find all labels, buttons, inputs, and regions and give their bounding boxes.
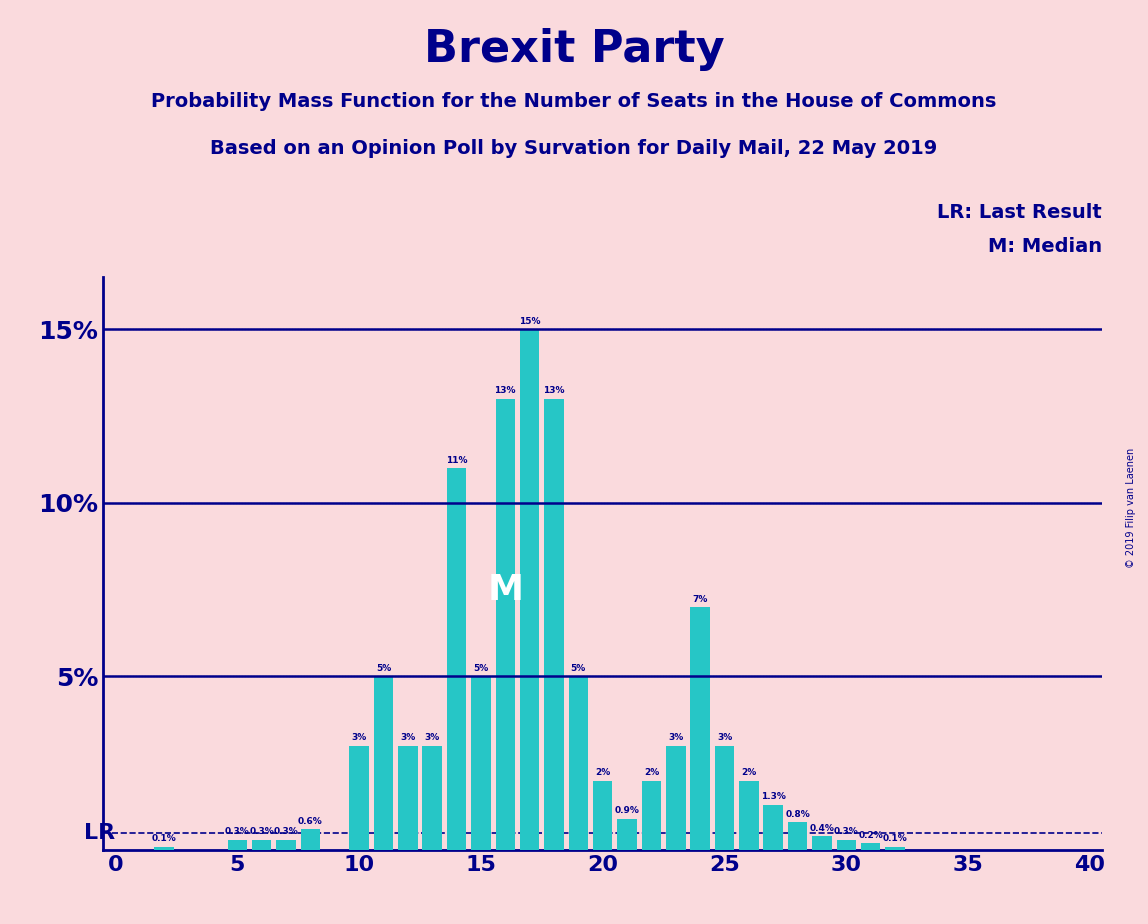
Text: LR: LR [84, 822, 115, 843]
Text: 3%: 3% [425, 734, 440, 743]
Bar [812, 836, 831, 850]
Bar [861, 843, 881, 850]
Text: 5%: 5% [473, 664, 489, 673]
Text: 0.3%: 0.3% [273, 827, 298, 836]
Bar [568, 676, 588, 850]
Bar [520, 329, 540, 850]
Text: 2%: 2% [595, 768, 611, 777]
Text: 0.4%: 0.4% [809, 823, 835, 833]
Bar [155, 846, 174, 850]
Bar [715, 746, 735, 850]
Bar [251, 840, 271, 850]
Text: 5%: 5% [375, 664, 391, 673]
Text: 13%: 13% [543, 386, 565, 395]
Text: Probability Mass Function for the Number of Seats in the House of Commons: Probability Mass Function for the Number… [152, 92, 996, 112]
Text: 3%: 3% [401, 734, 416, 743]
Text: 0.9%: 0.9% [614, 807, 639, 815]
Bar [618, 819, 637, 850]
Text: 0.8%: 0.8% [785, 809, 810, 819]
Text: 2%: 2% [644, 768, 659, 777]
Text: 11%: 11% [445, 456, 467, 465]
Text: 15%: 15% [519, 317, 541, 326]
Bar [227, 840, 247, 850]
Bar [301, 829, 320, 850]
Bar [496, 399, 515, 850]
Text: Based on an Opinion Poll by Survation for Daily Mail, 22 May 2019: Based on an Opinion Poll by Survation fo… [210, 139, 938, 158]
Text: 3%: 3% [716, 734, 732, 743]
Bar [594, 781, 612, 850]
Text: © 2019 Filip van Laenen: © 2019 Filip van Laenen [1126, 448, 1135, 568]
Bar [471, 676, 490, 850]
Text: LR: Last Result: LR: Last Result [937, 202, 1102, 222]
Text: Brexit Party: Brexit Party [424, 28, 724, 71]
Text: 0.6%: 0.6% [298, 817, 323, 826]
Text: 0.3%: 0.3% [833, 827, 859, 836]
Text: 0.2%: 0.2% [859, 831, 883, 840]
Bar [398, 746, 418, 850]
Text: 7%: 7% [692, 594, 708, 603]
Text: M: Median: M: Median [988, 237, 1102, 256]
Bar [447, 468, 466, 850]
Text: 5%: 5% [571, 664, 585, 673]
Text: 0.1%: 0.1% [883, 834, 907, 843]
Text: 0.1%: 0.1% [152, 834, 177, 843]
Bar [763, 805, 783, 850]
Bar [739, 781, 759, 850]
Bar [788, 822, 807, 850]
Bar [837, 840, 856, 850]
Text: 0.3%: 0.3% [225, 827, 249, 836]
Bar [642, 781, 661, 850]
Text: 3%: 3% [668, 734, 683, 743]
Text: 1.3%: 1.3% [761, 793, 785, 801]
Text: 3%: 3% [351, 734, 366, 743]
Bar [349, 746, 369, 850]
Bar [885, 846, 905, 850]
Bar [277, 840, 296, 850]
Text: 0.3%: 0.3% [249, 827, 274, 836]
Text: M: M [487, 573, 523, 607]
Text: 13%: 13% [495, 386, 515, 395]
Bar [544, 399, 564, 850]
Text: 2%: 2% [742, 768, 757, 777]
Bar [422, 746, 442, 850]
Bar [666, 746, 685, 850]
Bar [690, 607, 709, 850]
Bar [374, 676, 394, 850]
